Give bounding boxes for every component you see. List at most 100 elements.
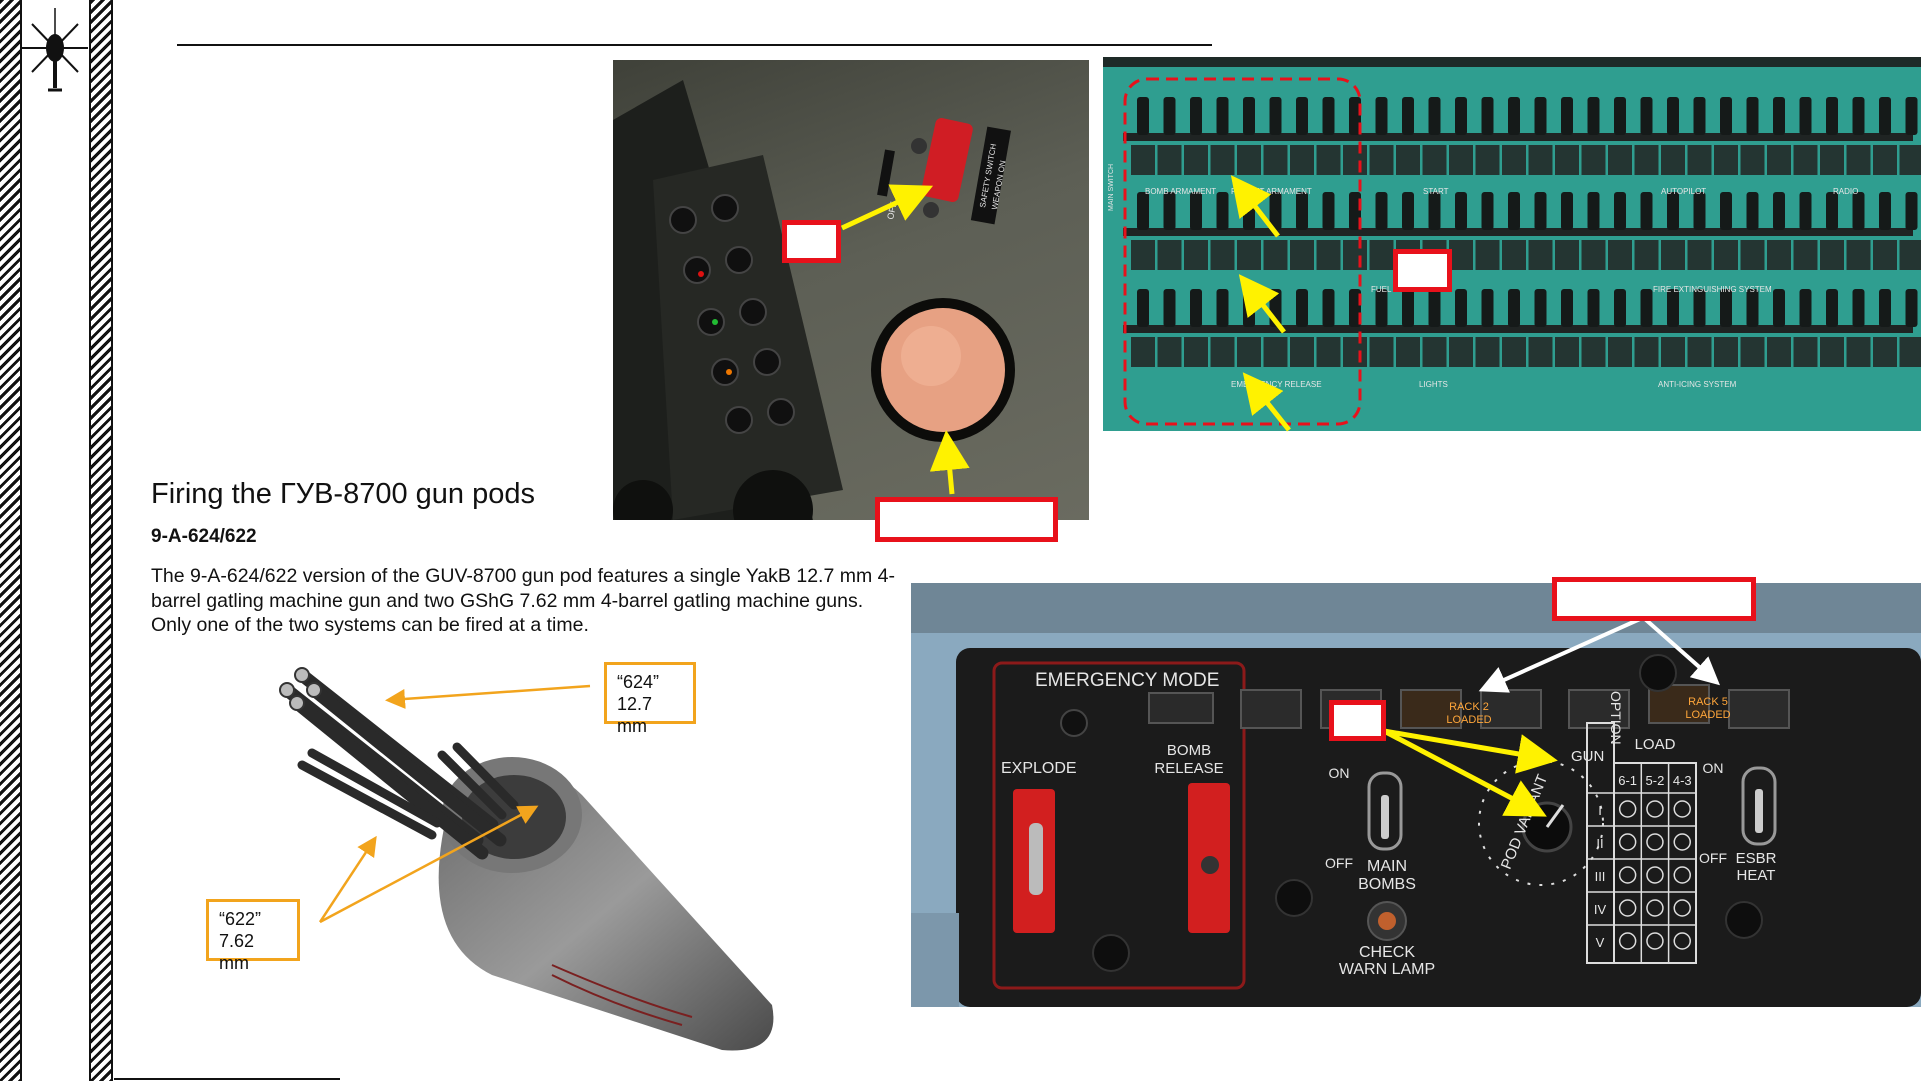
callout-rack-lamps xyxy=(1552,577,1756,621)
breaker-label-plate xyxy=(1687,240,1712,270)
breaker-label-plate xyxy=(1528,337,1553,367)
breaker-label-plate xyxy=(1157,240,1182,270)
indicator-lamp xyxy=(1400,689,1462,729)
load-column-label: 5-2 xyxy=(1646,773,1665,788)
breaker-switch xyxy=(1269,97,1282,135)
breaker-switch xyxy=(1693,289,1706,327)
bomb-label: BOMB xyxy=(1167,742,1211,759)
breaker-switch xyxy=(1428,97,1441,135)
explode-label: EXPLODE xyxy=(1001,760,1077,777)
breaker-label-plate xyxy=(1316,337,1341,367)
main-switch-label: MAIN SWITCH xyxy=(1108,164,1115,211)
breaker-switch xyxy=(1852,289,1865,327)
breaker-label-plate xyxy=(1184,145,1208,175)
breaker-label-plate xyxy=(1263,337,1288,367)
breaker-label-plate xyxy=(1449,337,1473,367)
breaker-label-plate xyxy=(1634,145,1659,175)
anti-icing-label: ANTI-ICING SYSTEM xyxy=(1658,380,1737,389)
warn-lamp-label: WARN LAMP xyxy=(1339,961,1435,978)
breaker-switch xyxy=(1163,192,1176,230)
breaker-label-plate xyxy=(1899,240,1921,270)
breaker-label-plate xyxy=(1793,337,1818,367)
breaker-label-plate xyxy=(1608,240,1632,270)
breaker-switch xyxy=(1216,192,1229,230)
breaker-switch xyxy=(1905,97,1918,135)
breaker-switch xyxy=(1375,97,1388,135)
breaker-switch xyxy=(1746,192,1759,230)
breaker-switch xyxy=(1534,289,1547,327)
breaker-switch xyxy=(1190,192,1202,230)
breaker-switch xyxy=(1163,97,1176,135)
breaker-label-plate xyxy=(1899,145,1921,175)
load-symbol xyxy=(1646,899,1664,917)
breaker-label-plate xyxy=(1396,337,1420,367)
breaker-switch xyxy=(1614,97,1626,135)
heat-label: HEAT xyxy=(1737,867,1776,884)
safety-panel-text: OFF SAFETY SWITCH WEAPON ON xyxy=(885,143,1007,221)
breaker-label-plate xyxy=(1767,337,1791,367)
breaker-label-plate xyxy=(1369,145,1394,175)
breaker-label-plate xyxy=(1316,145,1341,175)
breaker-label-plate xyxy=(1661,337,1685,367)
breaker-label-plate xyxy=(1528,145,1553,175)
breaker-switch xyxy=(1508,97,1520,135)
breaker-switch xyxy=(1243,192,1255,230)
title-rule xyxy=(177,44,1212,46)
breaker-switch xyxy=(1402,289,1414,327)
breaker-switch xyxy=(1216,97,1229,135)
breaker-switch xyxy=(1799,289,1812,327)
breaker-switch xyxy=(1349,192,1361,230)
breaker-switch xyxy=(1269,289,1282,327)
emergency-mode-label: EMERGENCY MODE xyxy=(1035,670,1219,691)
breaker-switch xyxy=(1720,192,1732,230)
breaker-switch xyxy=(1826,97,1838,135)
breaker-switch xyxy=(1455,192,1467,230)
breaker-label-plate xyxy=(1873,240,1897,270)
main-bombs-off-label: OFF xyxy=(1325,855,1353,871)
fire-ext-label: FIRE EXTINGUISHING SYSTEM xyxy=(1653,285,1772,294)
load-symbol xyxy=(1646,833,1664,851)
breaker-switch xyxy=(1455,97,1467,135)
load-symbol xyxy=(1618,800,1637,818)
breaker-label-plate xyxy=(1714,240,1738,270)
breaker-switch xyxy=(1534,97,1547,135)
load-symbol xyxy=(1618,866,1637,884)
load-symbol xyxy=(1673,800,1691,818)
breaker-switch xyxy=(1375,192,1388,230)
load-symbol xyxy=(1673,899,1691,917)
esbr-on-label: ON xyxy=(1703,760,1724,776)
label-622-name: “622” xyxy=(219,909,262,929)
breaker-switch xyxy=(1640,97,1653,135)
breaker-switch xyxy=(1137,97,1149,135)
breaker-label-plate xyxy=(1793,240,1818,270)
rack5-loaded-label: LOADED xyxy=(1685,709,1730,721)
breaker-switch xyxy=(1905,289,1918,327)
page-heading: Firing the ГУВ-8700 gun pods xyxy=(151,478,535,510)
breaker-label-plate xyxy=(1740,337,1765,367)
breaker-label-plate xyxy=(1157,337,1182,367)
breaker-label-plate xyxy=(1290,337,1314,367)
load-column-label: 6-1 xyxy=(1618,773,1637,788)
main-bombs-on-label: ON xyxy=(1329,765,1350,781)
load-row-label: II xyxy=(1596,836,1603,851)
breaker-switch xyxy=(1481,192,1494,230)
breaker-switch xyxy=(1693,97,1706,135)
load-symbol xyxy=(1646,800,1664,818)
breaker-switch xyxy=(1826,192,1838,230)
load-row-label: V xyxy=(1596,935,1605,950)
breaker-label-plate xyxy=(1343,337,1367,367)
breaker-label-plate xyxy=(1740,240,1765,270)
breaker-switch xyxy=(1852,192,1865,230)
breaker-switch xyxy=(1640,192,1653,230)
breaker-switch xyxy=(1587,192,1600,230)
right-hatched-border xyxy=(89,0,113,1081)
breaker-switch xyxy=(1799,192,1812,230)
breaker-label-plate xyxy=(1422,145,1447,175)
breaker-switch xyxy=(1667,97,1679,135)
breaker-switch xyxy=(1322,192,1335,230)
breaker-switch xyxy=(1561,192,1573,230)
breaker-label-plate xyxy=(1237,145,1261,175)
breaker-switch xyxy=(1693,192,1706,230)
rocket-armament-label: ROCKET ARMAMENT xyxy=(1231,187,1312,196)
breaker-switch xyxy=(1216,289,1229,327)
